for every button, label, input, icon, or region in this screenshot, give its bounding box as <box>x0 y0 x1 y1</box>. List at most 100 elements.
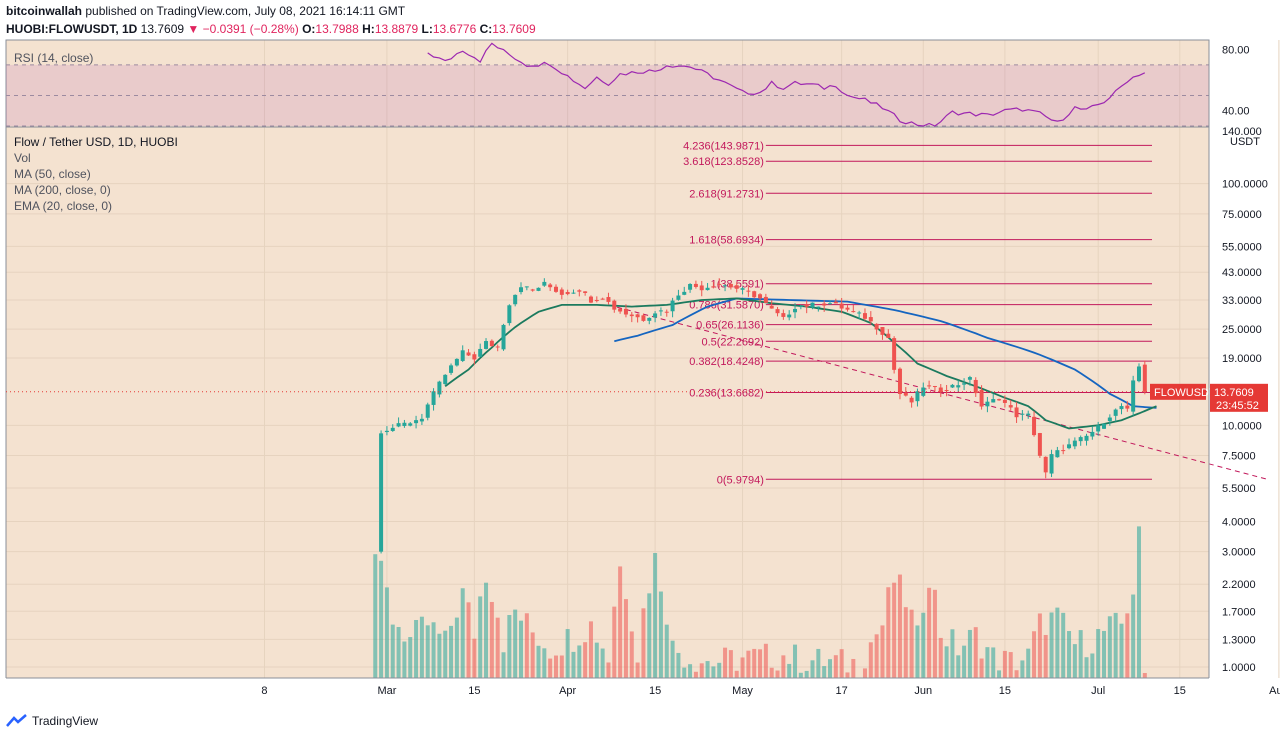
volume-bar <box>641 608 646 678</box>
candle <box>419 413 424 425</box>
candle <box>967 375 972 386</box>
candle <box>973 377 978 397</box>
volume-bar <box>927 587 932 678</box>
candle-body <box>717 283 722 285</box>
chart-legend: RSI (14, close) Flow / Tether USD, 1D, H… <box>14 51 178 213</box>
candle <box>962 378 967 391</box>
candle <box>1096 421 1101 436</box>
volume-bar <box>379 560 384 678</box>
candle <box>431 388 436 411</box>
volume-bar <box>571 651 576 678</box>
candle-body <box>973 379 978 394</box>
fib-label-7: 0.5(22.2692) <box>701 336 763 348</box>
low-label: L: <box>421 22 433 36</box>
time-axis[interactable]: 8 Mar 15 Apr 15 May 17 Jun 15 Jul 15 Aug <box>0 677 1280 708</box>
price-axis[interactable]: 100.0000 75.0000 55.0000 43.0000 33.0000 25.0… <box>6 40 1268 678</box>
trendline[interactable] <box>608 304 1268 480</box>
candle-body <box>658 310 663 312</box>
candle-body <box>862 313 867 319</box>
candle-body <box>1084 435 1089 441</box>
candle-body <box>1049 454 1054 474</box>
candle <box>991 393 996 403</box>
candle-body <box>1102 423 1107 429</box>
volume-bar <box>478 596 483 678</box>
y-tick-10: 4.0000 <box>1222 516 1256 528</box>
volume-bar <box>1020 660 1025 678</box>
candle <box>588 295 593 304</box>
legend-vol: Vol <box>14 151 31 165</box>
volume-bar <box>513 609 518 678</box>
fib-label-6: 0.65(26.1136) <box>696 320 764 332</box>
publisher-name[interactable]: bitcoinwallah <box>6 4 83 18</box>
fib-label-1: 3.618(123.8528) <box>683 156 764 168</box>
candle-body <box>414 420 419 424</box>
candle <box>425 402 430 421</box>
fib-label-8: 0.382(18.4248) <box>689 356 764 368</box>
candle-body <box>734 285 739 289</box>
candle <box>553 284 558 293</box>
candle <box>612 299 617 313</box>
candle <box>647 317 652 325</box>
candle-body <box>868 317 873 322</box>
volume-bar <box>629 631 634 678</box>
descending-trendline[interactable] <box>608 304 1268 480</box>
volume-bar <box>530 632 535 678</box>
candle-body <box>501 324 506 350</box>
candle <box>1125 401 1130 412</box>
candle-body <box>594 300 599 302</box>
volume-bar <box>1008 652 1013 678</box>
volume-bar <box>897 574 902 678</box>
candle <box>956 380 961 393</box>
volume-bar <box>693 671 698 678</box>
volume-bar <box>921 612 926 678</box>
candle-body <box>798 306 803 308</box>
candle-body <box>1061 450 1066 452</box>
rsi-tick-1: 40.00 <box>1222 106 1250 118</box>
volume-bar <box>1136 526 1141 678</box>
volume-bar <box>419 616 424 678</box>
symbol-name[interactable]: HUOBI:FLOWUSDT, 1D <box>6 22 138 36</box>
candle <box>629 311 634 323</box>
volume-bar <box>880 625 885 678</box>
candle-body <box>460 350 465 361</box>
y-tick-13: 1.7000 <box>1222 606 1256 618</box>
candle <box>606 292 611 305</box>
candle <box>775 306 780 317</box>
candle <box>1067 438 1072 450</box>
candle-body <box>740 288 745 290</box>
candle-body <box>519 287 524 293</box>
candle-body <box>606 297 611 302</box>
legend-title: Flow / Tether USD, 1D, HUOBI <box>14 135 178 149</box>
candle <box>618 308 623 314</box>
volume-bar <box>425 625 430 678</box>
x-tick-6: 17 <box>836 685 848 697</box>
candle-body <box>997 399 1002 401</box>
volume-bar <box>548 658 553 678</box>
candle <box>1061 444 1066 455</box>
candle-body <box>1096 425 1101 432</box>
volume-bar <box>553 655 558 678</box>
candle-body <box>699 285 704 291</box>
volume-bar <box>1107 616 1112 678</box>
candle <box>1078 435 1083 446</box>
candle-body <box>676 295 681 300</box>
tradingview-footer[interactable]: TradingView <box>6 714 98 728</box>
last-price: 13.7609 <box>140 22 185 36</box>
symbol-header: HUOBI:FLOWUSDT, 1D 13.7609 ▼ −0.0391 (−0… <box>6 22 536 36</box>
candle-body <box>1090 431 1095 437</box>
y-tick-6: 19.0000 <box>1222 353 1262 365</box>
candle-body <box>723 285 728 287</box>
candle <box>979 385 984 410</box>
candle <box>985 396 990 413</box>
x-tick-1: Mar <box>377 685 396 697</box>
candle-body <box>542 281 547 286</box>
volume-bar <box>1113 612 1118 678</box>
volume-bar <box>484 582 489 678</box>
fibonacci-levels[interactable]: 4.236(143.9871) 3.618(123.8528) 2.618(91.2… <box>683 140 1152 486</box>
x-tick-10: 15 <box>1174 685 1186 697</box>
candle <box>769 300 774 309</box>
candle <box>472 351 477 365</box>
candle-body <box>559 289 564 295</box>
candle-body <box>588 296 593 303</box>
